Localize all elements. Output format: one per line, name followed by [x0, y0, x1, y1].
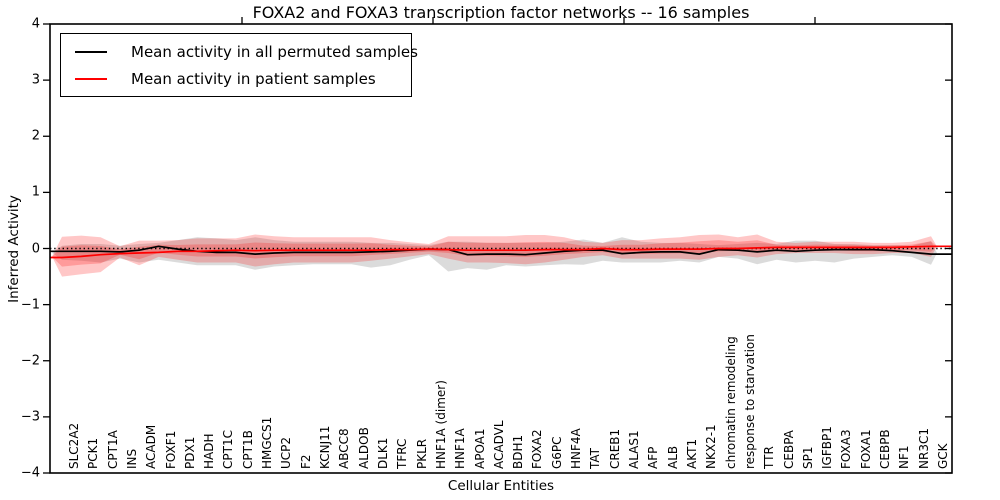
x-tick-label: IGFBP1: [820, 426, 835, 469]
legend-item-permuted: Mean activity in all permuted samples: [61, 39, 418, 65]
x-tick-label: CEBPB: [878, 429, 893, 469]
y-tick-label: −2: [20, 353, 40, 369]
x-tick-label: response to starvation: [742, 334, 757, 469]
patient-mean-line: [50, 245, 952, 259]
x-tick-label: ALDOB: [356, 427, 371, 469]
x-tick-label: FOXA2: [530, 429, 545, 469]
x-tick-label: BDH1: [511, 434, 526, 469]
x-tick-label: AKT1: [684, 438, 699, 469]
x-tick-label: TTR: [762, 446, 777, 469]
plot-border: [49, 23, 953, 474]
x-tick-label: ACADVL: [491, 420, 506, 469]
x-tick-label: TFRC: [395, 438, 410, 469]
x-tick-label: GCK: [936, 443, 950, 469]
x-tick-label: KCNJ11: [318, 425, 333, 469]
x-tick-label: HNF4A: [569, 428, 584, 469]
y-tick-label: 4: [31, 16, 40, 32]
x-tick-label: ACADM: [144, 424, 159, 469]
x-tick-label: APOA1: [472, 428, 487, 469]
permuted-line-sample-icon: [75, 50, 107, 53]
y-tick-label: 2: [31, 128, 40, 144]
x-tick-label: NR3C1: [916, 428, 931, 469]
y-tick-label: 0: [31, 241, 40, 256]
x-tick-label: CEBPA: [781, 430, 796, 469]
chart-title: FOXA2 and FOXA3 transcription factor net…: [252, 3, 750, 22]
x-tick-label: SP1: [800, 446, 815, 470]
x-tick-label: DLK1: [375, 437, 390, 469]
x-tick-label: FOXA1: [858, 429, 873, 469]
x-axis-label: Cellular Entities: [447, 478, 555, 494]
patient-samples-range-band: [52, 234, 937, 277]
x-tick-label: TAT: [588, 447, 603, 469]
y-tick-label: 3: [31, 72, 40, 88]
x-tick-label: CPT1B: [240, 430, 255, 469]
x-tick-label: chromatin remodeling: [723, 336, 738, 469]
x-tick-label: HADH: [202, 433, 217, 470]
x-tick-label: AFP: [646, 446, 661, 469]
patient-line-sample-icon: [75, 77, 107, 80]
x-tick-label: PDX1: [182, 436, 197, 469]
x-tick-label: HMGCS1: [260, 416, 275, 469]
x-tick-label: FOXF1: [163, 430, 178, 469]
x-tick-label: PKLR: [414, 438, 429, 469]
x-tick-label: CREB1: [607, 428, 622, 469]
x-tick-label: INS: [124, 448, 139, 469]
x-tick-label: F2: [298, 454, 313, 469]
legend-label-permuted: Mean activity in all permuted samples: [131, 42, 418, 61]
x-tick-label: CPT1A: [105, 430, 120, 469]
legend-label-patient: Mean activity in patient samples: [131, 69, 376, 88]
x-tick-label: ALB: [665, 445, 680, 469]
x-tick-label: NF1: [897, 445, 912, 469]
x-tick-label: SLC2A2: [67, 422, 81, 469]
x-tick-label: NKX2-1: [704, 424, 719, 469]
x-tick-label: HNF1A (dimer): [433, 380, 448, 469]
y-tick-label: −4: [20, 465, 40, 481]
x-tick-label: G6PC: [549, 436, 564, 469]
legend-item-patient: Mean activity in patient samples: [61, 66, 411, 92]
x-tick-label: FOXA3: [839, 429, 854, 469]
x-tick-label: ALAS1: [627, 430, 642, 469]
y-tick-label: 1: [31, 184, 40, 200]
x-tick-label: PCK1: [86, 437, 101, 469]
legend: Mean activity in all permuted samples Me…: [60, 33, 418, 97]
y-tick-label: −3: [20, 409, 40, 425]
x-tick-label: ABCC8: [337, 428, 352, 469]
x-tick-label: UCP2: [279, 436, 294, 469]
y-tick-label: −1: [20, 297, 40, 313]
x-tick-label: HNF1A: [453, 428, 468, 469]
x-tick-label: CPT1C: [221, 430, 236, 469]
